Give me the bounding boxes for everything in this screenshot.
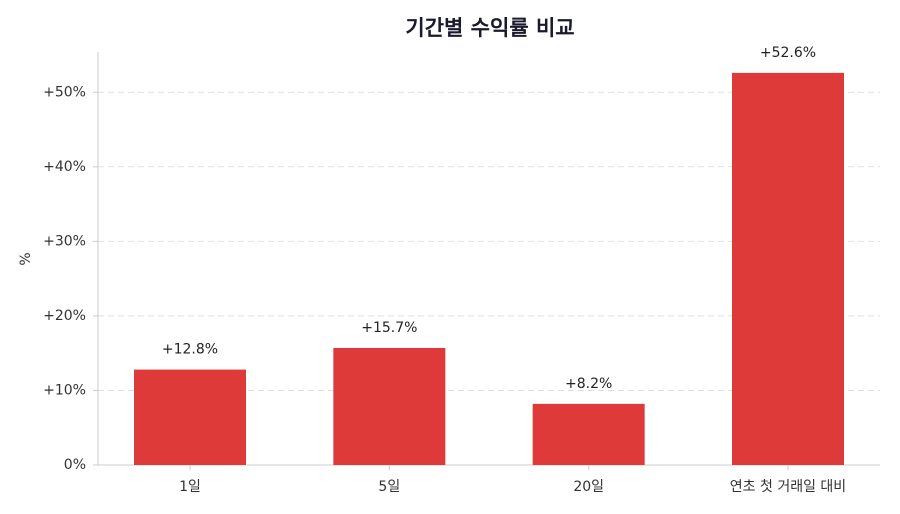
bar: [532, 403, 645, 465]
x-tick-label: 1일: [179, 479, 201, 495]
value-label: +12.8%: [162, 342, 218, 358]
bar: [134, 369, 246, 465]
bar: [333, 347, 446, 465]
chart-title: 기간별 수익률 비교: [405, 16, 574, 40]
y-tick-label: 0%: [64, 457, 86, 473]
y-tick-label: +40%: [43, 159, 86, 175]
value-label: +8.2%: [565, 376, 612, 392]
x-tick-label: 5일: [378, 479, 400, 495]
y-tick-label: +50%: [43, 84, 86, 100]
y-tick-label: +30%: [43, 233, 86, 249]
value-label: +52.6%: [760, 45, 816, 61]
x-tick-label: 연초 첫 거래일 대비: [730, 479, 846, 495]
y-tick-label: +10%: [43, 382, 86, 398]
value-label: +15.7%: [361, 320, 417, 336]
y-tick-label: +20%: [43, 308, 86, 324]
y-axis-label: %: [18, 252, 34, 265]
bar: [732, 72, 844, 465]
x-tick-label: 20일: [573, 479, 604, 495]
